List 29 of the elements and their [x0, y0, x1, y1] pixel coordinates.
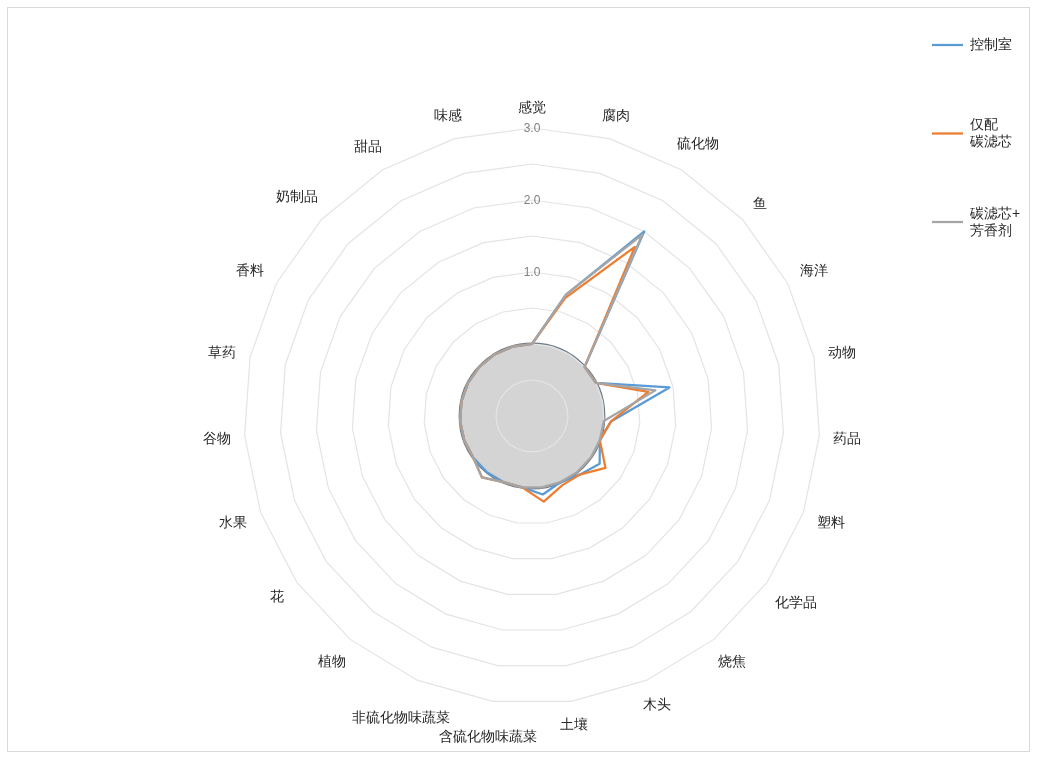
spoke-label: 腐肉: [602, 106, 631, 123]
spoke-label: 味感: [433, 106, 462, 123]
spoke-label: 非硫化物味蔬菜: [352, 709, 451, 726]
spoke-label: 土壤: [560, 716, 589, 733]
y-tick-label: 1.0: [523, 265, 541, 279]
spoke-label: 甜品: [354, 138, 383, 155]
spoke-label: 海洋: [799, 261, 828, 278]
spoke-label: 含硫化物味蔬菜: [439, 727, 538, 744]
spoke-label: 鱼: [753, 195, 768, 212]
spoke-label: 木头: [643, 696, 672, 713]
y-tick-label: 2.0: [523, 193, 541, 207]
legend-label: 碳滤芯+芳香剂: [969, 204, 1021, 238]
spoke-label: 烧焦: [717, 653, 746, 670]
spoke-label: 香料: [236, 261, 265, 278]
spoke-label: 草药: [208, 343, 237, 360]
spoke-label: 奶制品: [275, 188, 318, 205]
spoke-label: 化学品: [775, 594, 818, 611]
spoke-label: 感觉: [518, 99, 546, 115]
spoke-label: 动物: [827, 343, 856, 360]
spoke-label: 水果: [219, 514, 248, 531]
spoke-label: 谷物: [203, 429, 232, 446]
spoke-label: 药品: [832, 429, 861, 446]
y-tick-label: 3.0: [523, 121, 541, 135]
spoke-label: 花: [270, 587, 285, 604]
spoke-label: 植物: [318, 653, 347, 670]
legend-label: 仅配碳滤芯: [969, 116, 1012, 149]
spoke-label: 硫化物: [676, 135, 719, 152]
spoke-label: 塑料: [816, 514, 845, 531]
legend-label: 控制室: [970, 36, 1012, 52]
